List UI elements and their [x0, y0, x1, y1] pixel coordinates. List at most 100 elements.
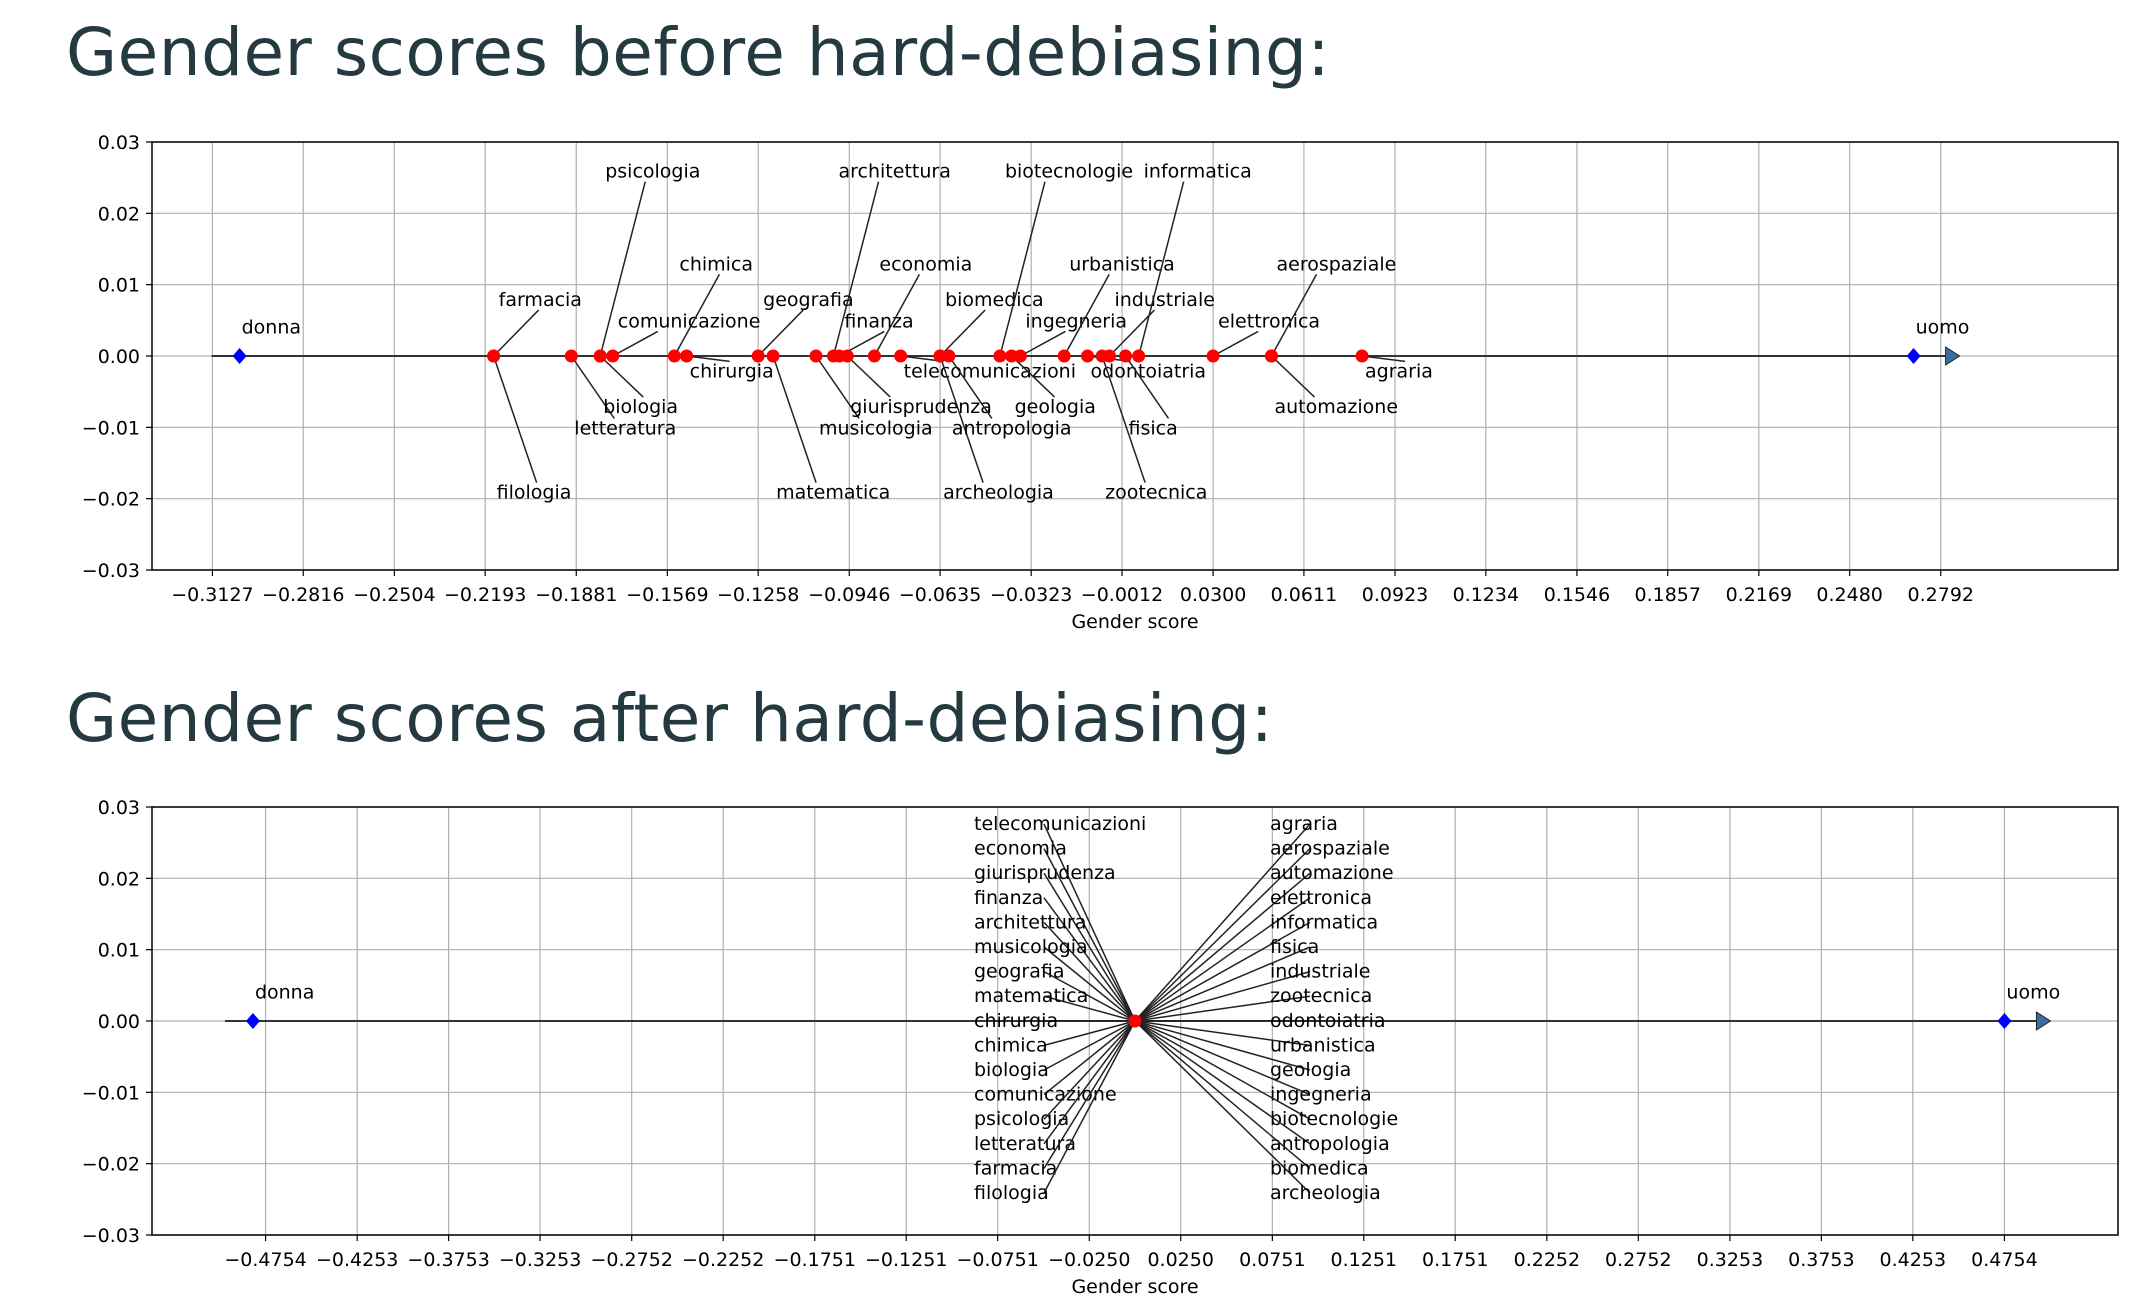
anchor-marker-uomo	[1997, 1013, 2012, 1029]
plot-frame	[151, 806, 2119, 1236]
leader-line	[599, 355, 644, 398]
word-label-ingegneria: ingegneria	[1025, 310, 1127, 332]
x-tick-label: −0.2504	[353, 584, 435, 606]
x-tick-label: 0.0923	[1362, 584, 1428, 606]
leader-line	[1043, 1020, 1136, 1096]
x-tick-label: 0.0611	[1271, 584, 1337, 606]
x-tick-label: −0.3127	[171, 584, 253, 606]
word-label-automazione: automazione	[1275, 396, 1399, 418]
word-point-chimica	[667, 349, 681, 363]
anchor-marker-donna	[245, 1013, 260, 1029]
word-point-ingegneria	[1013, 349, 1027, 363]
anchor-label-uomo: uomo	[1916, 316, 1970, 338]
word-label-letteratura: letteratura	[974, 1133, 1076, 1155]
x-tick-label: −0.0012	[1081, 584, 1163, 606]
leader-line	[1134, 946, 1311, 1022]
word-label-agraria: agraria	[1270, 813, 1338, 835]
x-tick-label: 0.0751	[1239, 1249, 1305, 1271]
y-tick-label: −0.03	[82, 560, 140, 582]
leader-line	[1043, 1020, 1136, 1194]
x-tick-label: −0.0250	[1048, 1249, 1130, 1271]
x-tick-label: −0.2816	[262, 584, 344, 606]
word-label-urbanistica: urbanistica	[1270, 1034, 1376, 1056]
x-tick-label: −0.0751	[956, 1249, 1038, 1271]
leader-line	[1011, 355, 1056, 398]
leader-line	[1043, 823, 1136, 1022]
word-point-biologia	[593, 349, 607, 363]
y-tick-label: 0.00	[98, 1011, 140, 1033]
word-label-musicologia: musicologia	[819, 417, 933, 439]
x-tick-label: −0.4754	[224, 1249, 306, 1271]
word-label-industriale: industriale	[1114, 289, 1214, 311]
leader-line	[1043, 1020, 1136, 1047]
x-tick-label: −0.3253	[499, 1249, 581, 1271]
leader-line	[599, 181, 646, 357]
leader-line	[1134, 823, 1311, 1022]
word-label-chirurgia: chirurgia	[690, 360, 774, 382]
y-tick-label: −0.01	[82, 417, 140, 439]
leader-line	[1270, 274, 1318, 357]
word-label-antropologia: antropologia	[1270, 1133, 1390, 1155]
x-tick-label: 0.4754	[1971, 1249, 2037, 1271]
leader-line	[939, 355, 984, 483]
x-tick-label: 0.1234	[1453, 584, 1519, 606]
x-tick-label: −0.2193	[444, 584, 526, 606]
x-tick-label: −0.0946	[808, 584, 890, 606]
x-tick-label: −0.1881	[535, 584, 617, 606]
leader-line	[1108, 309, 1155, 357]
leader-line	[1134, 1020, 1311, 1145]
leader-line	[1361, 355, 1406, 363]
leader-line	[772, 355, 817, 483]
word-label-biotecnologie: biotecnologie	[1270, 1108, 1398, 1130]
word-label-biomedica: biomedica	[1270, 1157, 1369, 1179]
anchor-label-donna: donna	[255, 981, 314, 1003]
word-label-ingegneria: ingegneria	[1270, 1084, 1372, 1106]
word-label-fisica: fisica	[1129, 417, 1178, 439]
leader-line	[1134, 872, 1311, 1022]
x-tick-label: 0.3753	[1788, 1249, 1854, 1271]
leader-line	[1043, 1020, 1136, 1145]
leader-line	[1043, 995, 1136, 1022]
leader-line	[757, 309, 804, 357]
x-tick-label: −0.2752	[591, 1249, 673, 1271]
word-label-matematica: matematica	[974, 985, 1088, 1007]
x-tick-label: 0.2480	[1816, 584, 1882, 606]
leader-line	[1134, 1020, 1311, 1169]
word-label-telecomunicazioni: telecomunicazioni	[974, 813, 1146, 835]
leader-line	[1043, 848, 1136, 1022]
word-label-letteratura: letteratura	[574, 417, 676, 439]
leader-line	[493, 309, 540, 357]
leader-line	[673, 274, 721, 357]
leader-line	[832, 181, 880, 357]
leader-line	[1043, 1020, 1136, 1120]
x-tick-label: −0.1569	[626, 584, 708, 606]
leader-line	[612, 330, 659, 357]
word-label-antropologia: antropologia	[952, 417, 1072, 439]
chart-after: −0.4754 −0.4253 −0.3753 −0.3253 −0.2752 −0.22…	[82, 797, 2119, 1298]
x-tick-label: 0.2252	[1514, 1249, 1580, 1271]
leader-line	[1134, 897, 1311, 1022]
leader-line	[1063, 274, 1110, 357]
word-label-filologia: filologia	[974, 1182, 1049, 1204]
plot-frame	[151, 141, 2119, 571]
word-label-comunicazione: comunicazione	[618, 310, 761, 332]
leader-line	[1134, 970, 1311, 1022]
leader-line	[815, 355, 860, 419]
leader-line	[1137, 181, 1185, 357]
leader-line	[1134, 1020, 1311, 1096]
word-label-geologia: geologia	[1270, 1059, 1351, 1081]
x-tick-label: 0.2169	[1726, 584, 1792, 606]
word-point-musicologia	[809, 349, 823, 363]
word-label-psicologia: psicologia	[974, 1108, 1069, 1130]
word-label-elettronica: elettronica	[1218, 310, 1320, 332]
word-label-finanza: finanza	[974, 887, 1043, 909]
word-label-giurisprudenza: giurisprudenza	[850, 396, 992, 418]
word-point-agraria	[1355, 349, 1369, 363]
x-tick-label: 0.0250	[1147, 1249, 1213, 1271]
word-label-biologia: biologia	[974, 1059, 1049, 1081]
word-point-industriale	[1102, 349, 1116, 363]
anchor-label-donna: donna	[242, 316, 301, 338]
y-tick-label: −0.01	[82, 1082, 140, 1104]
x-tick-label: 0.1546	[1544, 584, 1610, 606]
x-tick-label: 0.3253	[1697, 1249, 1763, 1271]
